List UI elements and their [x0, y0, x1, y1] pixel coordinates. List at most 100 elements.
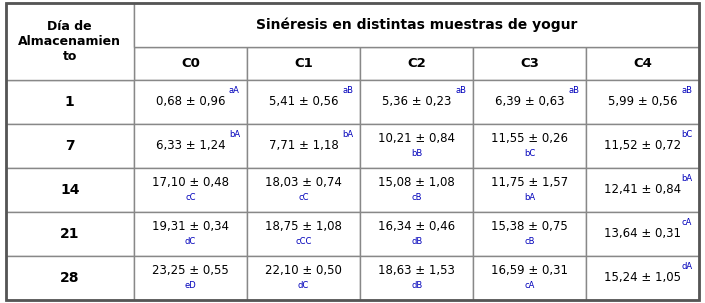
- Bar: [6, 47, 134, 80]
- Text: 17,10 ± 0,48: 17,10 ± 0,48: [152, 176, 229, 189]
- Text: 15,24 ± 1,05: 15,24 ± 1,05: [604, 271, 681, 285]
- Bar: [587, 124, 699, 168]
- Bar: [247, 80, 360, 124]
- Bar: [134, 124, 247, 168]
- Text: aB: aB: [568, 86, 580, 95]
- Bar: [360, 168, 473, 212]
- Bar: [473, 256, 587, 300]
- Text: C0: C0: [181, 57, 200, 70]
- Text: 22,10 ± 0,50: 22,10 ± 0,50: [265, 264, 342, 277]
- Bar: [473, 168, 587, 212]
- Text: 18,63 ± 1,53: 18,63 ± 1,53: [378, 264, 455, 277]
- Bar: [134, 47, 247, 80]
- Bar: [247, 47, 360, 80]
- Text: C4: C4: [633, 57, 652, 70]
- Text: 15,38 ± 0,75: 15,38 ± 0,75: [491, 220, 568, 233]
- Text: bC: bC: [681, 130, 692, 139]
- Text: 21: 21: [60, 227, 80, 241]
- Text: dC: dC: [298, 281, 309, 290]
- Bar: [587, 212, 699, 256]
- Text: 1: 1: [65, 95, 75, 109]
- Bar: [134, 256, 247, 300]
- Bar: [247, 212, 360, 256]
- Text: C2: C2: [407, 57, 426, 70]
- Text: aB: aB: [342, 86, 353, 95]
- Bar: [134, 212, 247, 256]
- Bar: [360, 80, 473, 124]
- Text: 7: 7: [65, 139, 75, 153]
- Bar: [473, 80, 587, 124]
- Text: 16,34 ± 0,46: 16,34 ± 0,46: [378, 220, 455, 233]
- Text: 0,68 ± 0,96: 0,68 ± 0,96: [156, 95, 226, 108]
- Text: 10,21 ± 0,84: 10,21 ± 0,84: [378, 132, 455, 145]
- Bar: [587, 80, 699, 124]
- Text: dB: dB: [411, 281, 422, 290]
- Text: cB: cB: [525, 237, 535, 246]
- Text: cC: cC: [185, 193, 196, 202]
- Text: dA: dA: [681, 262, 692, 271]
- Bar: [134, 3, 247, 47]
- Bar: [247, 256, 360, 300]
- Text: 13,64 ± 0,31: 13,64 ± 0,31: [604, 228, 681, 240]
- Bar: [473, 212, 587, 256]
- Text: Día de
Almacenamien
to: Día de Almacenamien to: [18, 20, 121, 63]
- Text: 12,41 ± 0,84: 12,41 ± 0,84: [604, 183, 682, 196]
- Text: 11,75 ± 1,57: 11,75 ± 1,57: [491, 176, 568, 189]
- Text: aB: aB: [455, 86, 466, 95]
- Text: aA: aA: [229, 86, 240, 95]
- Text: 14: 14: [60, 183, 80, 197]
- Text: bA: bA: [342, 130, 353, 139]
- Bar: [360, 3, 473, 47]
- Text: 28: 28: [60, 271, 80, 285]
- Text: 5,99 ± 0,56: 5,99 ± 0,56: [608, 95, 678, 108]
- Bar: [587, 3, 699, 47]
- Text: dB: dB: [411, 237, 422, 246]
- Bar: [6, 168, 134, 212]
- Bar: [587, 47, 699, 80]
- Bar: [6, 124, 134, 168]
- Text: 6,33 ± 1,24: 6,33 ± 1,24: [156, 139, 226, 152]
- Bar: [247, 124, 360, 168]
- Text: 15,08 ± 1,08: 15,08 ± 1,08: [379, 176, 455, 189]
- Bar: [473, 124, 587, 168]
- Text: C1: C1: [294, 57, 313, 70]
- Text: cC: cC: [298, 193, 309, 202]
- Text: cA: cA: [681, 218, 692, 227]
- Text: 18,03 ± 0,74: 18,03 ± 0,74: [265, 176, 342, 189]
- Text: 5,36 ± 0,23: 5,36 ± 0,23: [382, 95, 451, 108]
- Text: bC: bC: [524, 149, 535, 158]
- Text: 16,59 ± 0,31: 16,59 ± 0,31: [491, 264, 568, 277]
- Bar: [360, 256, 473, 300]
- Bar: [587, 256, 699, 300]
- Bar: [587, 168, 699, 212]
- Bar: [360, 47, 473, 80]
- Text: 11,52 ± 0,72: 11,52 ± 0,72: [604, 139, 682, 152]
- Text: cCC: cCC: [295, 237, 312, 246]
- Bar: [247, 3, 360, 47]
- Text: 7,71 ± 1,18: 7,71 ± 1,18: [269, 139, 338, 152]
- Bar: [134, 80, 247, 124]
- Text: 18,75 ± 1,08: 18,75 ± 1,08: [265, 220, 342, 233]
- Text: 6,39 ± 0,63: 6,39 ± 0,63: [495, 95, 565, 108]
- Bar: [360, 124, 473, 168]
- Text: dC: dC: [185, 237, 196, 246]
- Bar: [473, 3, 587, 47]
- Text: Sinéresis en distintas muestras de yogur: Sinéresis en distintas muestras de yogur: [256, 18, 577, 32]
- Bar: [360, 212, 473, 256]
- Text: bA: bA: [525, 193, 535, 202]
- Text: bA: bA: [229, 130, 240, 139]
- Bar: [134, 3, 699, 47]
- Bar: [247, 168, 360, 212]
- Bar: [6, 3, 134, 47]
- Bar: [134, 168, 247, 212]
- Bar: [6, 80, 134, 124]
- Text: 11,55 ± 0,26: 11,55 ± 0,26: [491, 132, 568, 145]
- Bar: [6, 256, 134, 300]
- Text: C3: C3: [520, 57, 539, 70]
- Text: cA: cA: [525, 281, 535, 290]
- Bar: [6, 3, 134, 80]
- Text: bA: bA: [681, 174, 692, 183]
- Text: eD: eD: [185, 281, 197, 290]
- Bar: [6, 212, 134, 256]
- Text: 19,31 ± 0,34: 19,31 ± 0,34: [152, 220, 229, 233]
